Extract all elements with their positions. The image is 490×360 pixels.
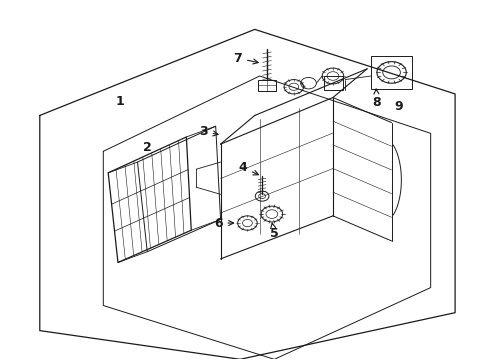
Text: 4: 4 (238, 161, 258, 175)
Text: 1: 1 (116, 95, 125, 108)
Text: 3: 3 (199, 125, 218, 138)
Text: 6: 6 (214, 216, 234, 230)
Text: 7: 7 (233, 51, 258, 64)
Text: 8: 8 (372, 89, 381, 109)
Text: 9: 9 (394, 100, 403, 113)
Text: 2: 2 (143, 141, 151, 154)
Text: 5: 5 (270, 223, 279, 240)
